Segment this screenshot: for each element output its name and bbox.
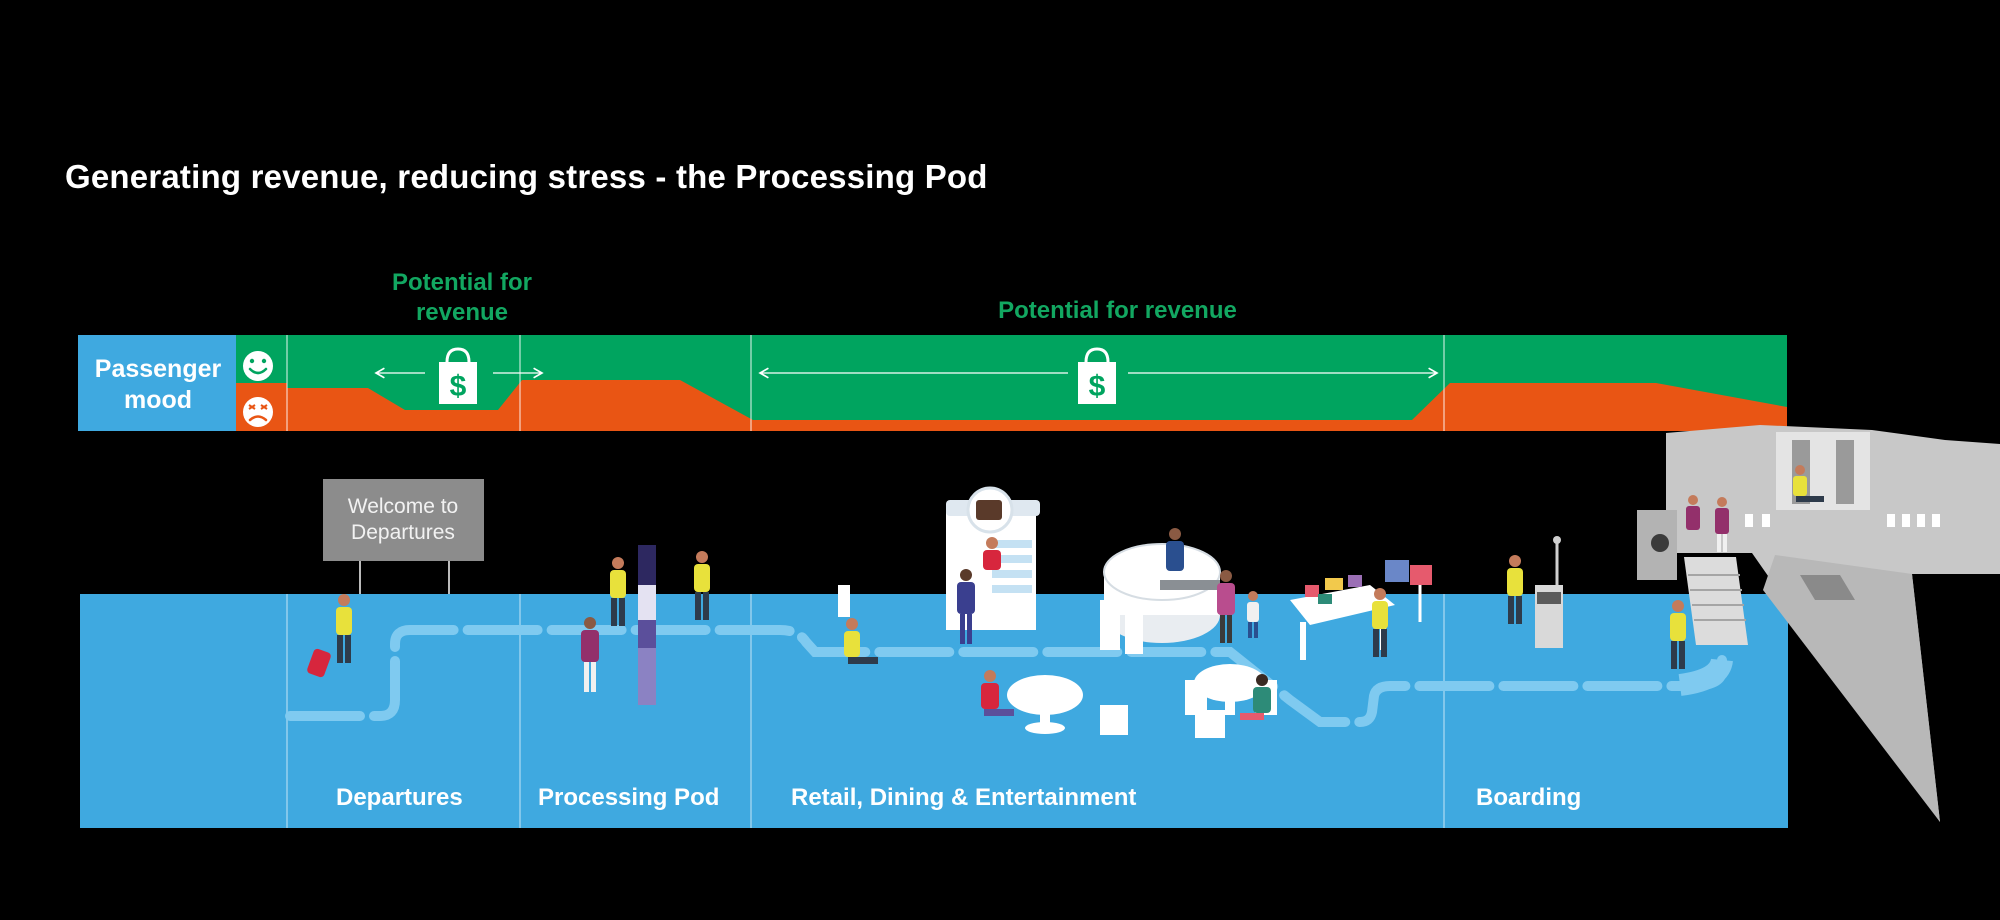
welcome-sign <box>323 479 484 594</box>
shopping-bag-dollar-icon: $ <box>1078 347 1116 404</box>
revenue-label-retail: Potential for revenue <box>998 297 1237 324</box>
cafe-tables <box>838 585 1277 738</box>
info-desk <box>1103 543 1221 643</box>
passenger-figure <box>1240 674 1271 720</box>
mood-level-curve <box>287 335 1787 420</box>
revenue-label-processing: Potential for revenue <box>391 269 532 326</box>
angry-face-icon <box>243 397 273 427</box>
svg-text:$: $ <box>450 370 467 403</box>
crew-figure <box>1715 497 1729 552</box>
crew-figure <box>1686 495 1700 530</box>
mood-label-panel <box>78 335 236 431</box>
shopping-bag-dollar-icon: $ <box>439 347 477 404</box>
terminal-floor <box>80 594 1788 828</box>
boarding-gate-kiosk <box>1535 536 1563 648</box>
passenger-figure <box>1507 555 1523 624</box>
passenger-figure <box>844 618 878 664</box>
staff-figure <box>983 537 1001 570</box>
passenger-figure <box>1372 588 1388 657</box>
passenger-mood-label: Passenger mood <box>94 355 222 414</box>
passenger-figure <box>1217 570 1235 643</box>
svg-text:$: $ <box>1089 370 1106 403</box>
child-figure <box>1247 591 1259 638</box>
zone-label-retail: Retail, Dining & Entertainment <box>791 784 1137 811</box>
staff-figure <box>1166 528 1184 571</box>
passenger-figure <box>307 594 352 678</box>
passenger-figure <box>610 557 626 626</box>
aircraft <box>1637 425 2000 822</box>
zone-label-processing-pod: Processing Pod <box>538 784 720 811</box>
smiley-face-icon <box>243 351 273 381</box>
mood-bar: $ $ <box>78 335 1787 431</box>
page-title: Generating revenue, reducing stress - th… <box>65 158 988 195</box>
welcome-sign-text: Welcome to Departures <box>347 495 459 544</box>
zone-label-boarding: Boarding <box>1476 784 1582 811</box>
passenger-figure <box>981 670 1014 716</box>
seated-passenger-figure <box>1793 465 1824 502</box>
passenger-figure <box>1670 600 1686 669</box>
boarding-stairs <box>1684 557 1748 645</box>
processing-pod <box>638 545 656 705</box>
passenger-figure <box>957 569 975 644</box>
passenger-figure <box>694 551 710 620</box>
zone-label-departures: Departures <box>336 784 463 811</box>
zone-dividers-top <box>286 335 1445 431</box>
passengers <box>307 465 1824 720</box>
passenger-figure <box>581 617 599 692</box>
